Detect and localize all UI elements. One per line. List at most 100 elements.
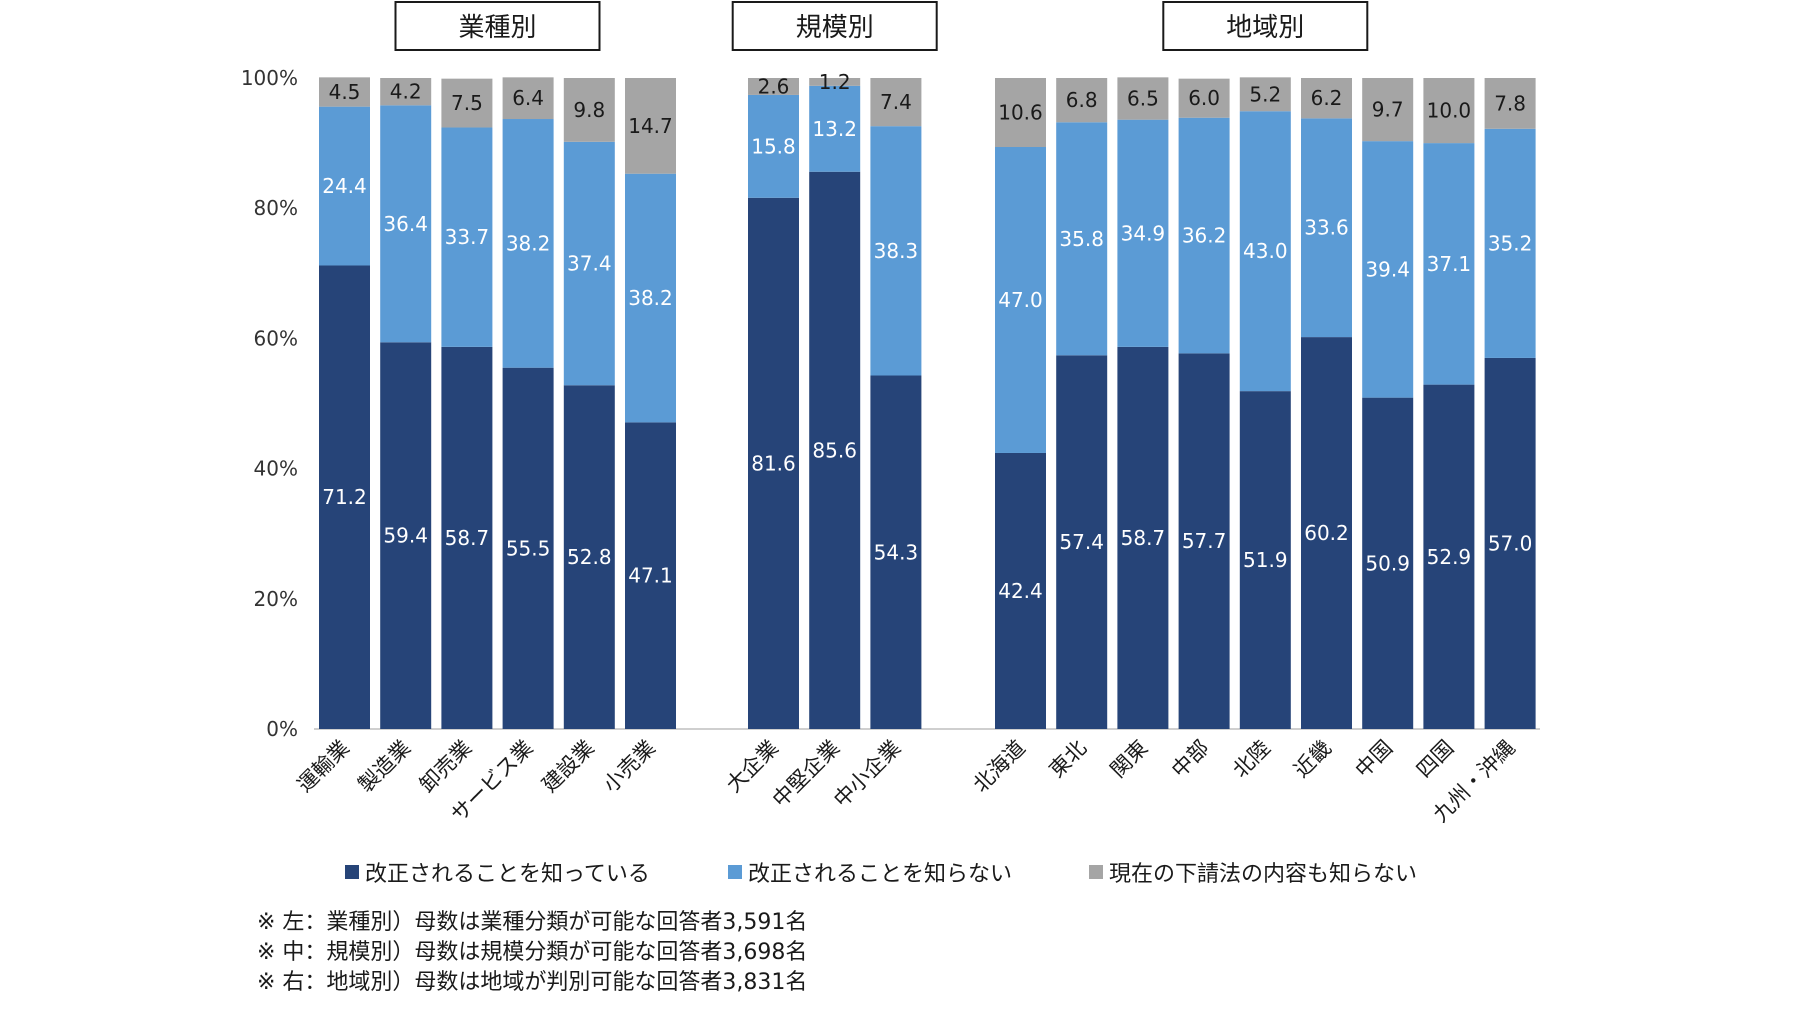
data-label-g1-c0-s1: 15.8 [751,134,796,158]
bar-segment-g2-c6-s0 [1362,397,1414,729]
footnote-region: ※ 右：地域別）母数は地域が判別可能な回答者3,831名 [257,970,808,995]
stacked-bar-chart: 0% 20% 40% 60% 80% 100% 業種別 71.2 24.4 4.5 運輸業 59.4 3… [241,1,1540,827]
bar-segment-g0-c1-s2 [380,78,432,106]
bar-segment-g0-c2-s1 [441,127,493,347]
x-category-label-g1-c2: 中小企業 [829,736,905,812]
data-label-g0-c3-s0: 55.5 [506,536,551,560]
data-label-g2-c6-s0: 50.9 [1365,551,1410,575]
x-category-label-g2-c5: 近畿 [1289,736,1336,783]
bar-segment-g2-c3-s1 [1178,117,1230,354]
bar-segment-g2-c8-s0 [1484,357,1536,729]
legend-swatch-known [345,865,359,879]
data-label-g1-c2-s2: 7.4 [880,90,912,114]
bar-segment-g0-c4-s1 [563,141,615,386]
bar-segment-g2-c1-s2 [1056,78,1108,123]
data-label-g0-c1-s2: 4.2 [390,80,422,104]
data-label-g0-c2-s0: 58.7 [445,526,490,550]
bar-segment-g0-c4-s2 [563,78,615,142]
bar-segment-g0-c0-s2 [319,77,370,107]
data-label-g1-c2-s1: 38.3 [874,239,919,263]
legend-item-unknown: 改正されることを知らない [728,856,1012,888]
x-category-label-g2-c6: 中国 [1351,736,1398,783]
bar-segment-g0-c1-s1 [380,105,432,343]
data-label-g0-c5-s0: 47.1 [628,564,673,588]
y-tick-label-4: 80% [254,196,298,220]
data-label-g0-c4-s1: 37.4 [567,252,612,276]
bar-segment-g2-c3-s2 [1178,78,1230,118]
bar-segment-g2-c3-s0 [1178,353,1230,729]
data-label-g2-c7-s1: 37.1 [1427,252,1472,276]
bar-segment-g0-c1-s0 [380,342,432,729]
data-label-g2-c5-s2: 6.2 [1311,86,1343,110]
bar-segment-g2-c4-s1 [1239,111,1291,392]
bar-segment-g2-c5-s0 [1301,337,1352,729]
data-label-g2-c2-s2: 6.5 [1127,87,1159,111]
x-category-label-g1-c1: 中堅企業 [768,736,844,812]
y-tick-label-3: 60% [254,326,298,350]
bar-segment-g2-c0-s1 [995,147,1046,453]
data-label-g2-c4-s2: 5.2 [1249,82,1281,106]
data-label-g2-c3-s1: 36.2 [1182,224,1227,248]
legend-swatch-unknown [728,865,742,879]
y-tick-label-2: 40% [254,457,298,481]
group-title-box-1 [731,1,938,51]
bar-segment-g2-c7-s0 [1423,384,1475,729]
bar-segment-g2-c8-s1 [1484,128,1536,358]
data-label-g0-c0-s0: 71.2 [322,485,367,509]
bar-segment-g1-c1-s0 [809,171,861,729]
data-label-g2-c7-s0: 52.9 [1427,545,1472,569]
data-label-g2-c6-s2: 9.7 [1372,98,1404,122]
bar-segment-g0-c5-s1 [625,173,676,423]
data-label-g1-c0-s2: 2.6 [758,74,790,98]
legend-label-unknown: 改正されることを知らない [748,862,1013,887]
legend-item-known: 改正されることを知っている [345,856,650,888]
bar-segment-g2-c4-s2 [1239,77,1291,112]
x-category-label-g2-c2: 関東 [1106,736,1153,783]
data-label-g2-c2-s0: 58.7 [1121,526,1166,550]
bar-segment-g2-c2-s0 [1117,346,1169,729]
data-label-g0-c0-s2: 4.5 [329,80,361,104]
group-title-box-2 [1162,1,1369,51]
legend-item-no-knowledge: 現在の下請法の内容も知らない [1089,856,1417,888]
bar-segment-g2-c0-s0 [995,452,1046,729]
x-category-label-g0-c5: 小売業 [599,736,661,798]
x-category-label-g2-c7: 四国 [1412,736,1459,783]
legend-swatch-no-knowledge [1089,865,1103,879]
data-label-g2-c1-s2: 6.8 [1066,88,1098,112]
bar-segment-g2-c2-s1 [1117,119,1169,347]
data-label-g2-c4-s0: 51.9 [1243,548,1288,572]
x-category-label-g0-c0: 運輸業 [293,736,355,798]
bar-segment-g2-c4-s0 [1239,391,1291,729]
bar-segment-g1-c2-s1 [870,126,922,376]
data-label-g1-c1-s1: 13.2 [812,117,857,141]
data-label-g2-c7-s2: 10.0 [1427,99,1472,123]
bar-segment-g0-c2-s2 [441,78,493,128]
data-label-g2-c0-s2: 10.6 [998,101,1043,125]
bar-segment-g0-c5-s2 [625,78,676,174]
data-label-g0-c3-s2: 6.4 [512,86,544,110]
bar-segment-g2-c1-s1 [1056,122,1108,356]
data-label-g1-c2-s0: 54.3 [874,540,919,564]
bar-segment-g1-c2-s0 [870,375,922,729]
data-label-g2-c1-s0: 57.4 [1059,530,1104,554]
bar-segment-g0-c4-s0 [563,385,615,729]
data-label-g0-c5-s1: 38.2 [628,286,673,310]
bar-segment-g2-c8-s2 [1484,78,1536,129]
data-label-g2-c8-s0: 57.0 [1488,531,1533,555]
y-tick-label-0: 0% [266,717,298,741]
bar-segment-g2-c7-s1 [1423,143,1475,385]
bar-segment-g2-c5-s2 [1301,78,1352,119]
legend-label-known: 改正されることを知っている [365,862,650,887]
footnotes: ※ 左：業種別）母数は業種分類が可能な回答者3,591名 ※ 中：規模別）母数は… [257,908,807,998]
bar-segment-g1-c2-s2 [870,78,922,127]
group-title-1: 規模別 [796,13,874,43]
x-category-label-g2-c4: 北陸 [1228,736,1275,783]
footnote-size: ※ 中：規模別）母数は規模分類が可能な回答者3,698名 [257,940,808,965]
footnote-industry: ※ 左：業種別）母数は業種分類が可能な回答者3,591名 [257,910,808,935]
bar-segment-g2-c7-s2 [1423,78,1475,144]
bar-segment-g1-c0-s2 [748,78,799,95]
x-category-label-g2-c0: 北海道 [969,736,1031,798]
data-label-g2-c3-s2: 6.0 [1188,86,1220,110]
x-category-label-g2-c3: 中部 [1167,736,1214,783]
data-label-g2-c0-s1: 47.0 [998,288,1043,312]
